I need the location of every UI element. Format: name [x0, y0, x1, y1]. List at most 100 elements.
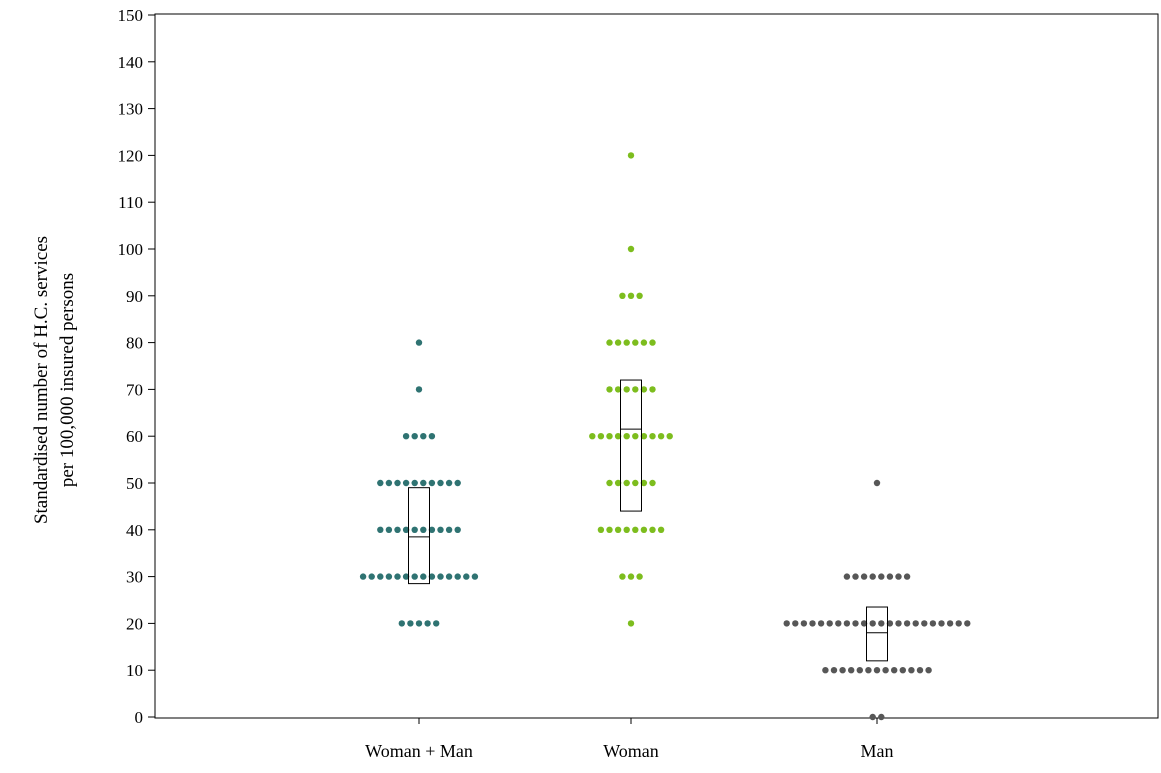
data-point: [925, 667, 932, 674]
data-point: [606, 433, 613, 440]
plot-border: [154, 13, 1159, 719]
data-point: [627, 152, 635, 159]
data-point: [826, 620, 833, 627]
data-point: [895, 573, 902, 580]
y-tick-label: 140: [118, 53, 144, 72]
data-point: [886, 620, 894, 627]
y-tick-label: 60: [126, 427, 143, 446]
data-point: [428, 573, 436, 580]
data-point: [445, 479, 453, 487]
x-tick-label: Man: [861, 741, 894, 761]
data-point: [640, 479, 648, 487]
data-point: [606, 526, 613, 533]
data-point: [921, 620, 928, 627]
data-point: [839, 667, 846, 674]
y-tick-label: 80: [126, 334, 143, 353]
data-point: [411, 479, 418, 487]
data-point: [368, 573, 375, 580]
data-point: [792, 620, 799, 627]
data-point: [454, 479, 461, 487]
y-tick-label: 100: [118, 240, 144, 259]
data-point: [895, 620, 902, 627]
y-tick-label: 10: [126, 661, 143, 680]
data-point: [437, 573, 444, 580]
data-point: [938, 620, 945, 627]
data-point: [878, 573, 885, 580]
data-point: [437, 479, 444, 487]
data-point: [606, 479, 613, 487]
data-point: [878, 713, 885, 721]
data-point: [852, 620, 859, 627]
y-axis-title-line-1: Standardised number of H.C. services: [31, 236, 52, 524]
data-point: [614, 339, 622, 346]
data-point: [415, 339, 423, 346]
data-point: [627, 573, 635, 580]
box-0: [408, 487, 430, 585]
data-point: [454, 573, 461, 580]
data-point: [649, 386, 656, 393]
data-point: [606, 386, 613, 393]
data-point: [402, 433, 410, 440]
data-point: [619, 573, 626, 580]
y-tick-label: 120: [118, 146, 144, 165]
data-point: [908, 667, 915, 674]
data-point: [869, 573, 876, 580]
data-point: [420, 526, 427, 533]
data-point: [657, 526, 665, 533]
box-plots: [408, 379, 888, 662]
data-point: [946, 620, 954, 627]
x-axis: Woman + Man Woman Man: [365, 718, 894, 761]
data-point: [916, 667, 924, 674]
data-point: [929, 620, 937, 627]
data-point: [817, 620, 825, 627]
series-1-points: [589, 152, 673, 627]
data-point: [891, 667, 898, 674]
y-tick-label: 70: [126, 380, 143, 399]
data-point: [463, 573, 470, 580]
data-point: [848, 667, 855, 674]
data-point: [632, 339, 639, 346]
data-point: [627, 292, 635, 299]
data-point: [402, 526, 410, 533]
data-point: [394, 573, 401, 580]
data-point: [843, 573, 851, 580]
data-point: [955, 620, 962, 627]
data-point: [886, 573, 894, 580]
data-point: [407, 620, 414, 627]
data-point: [882, 667, 889, 674]
data-point: [865, 667, 872, 674]
data-point: [830, 667, 838, 674]
data-point: [394, 479, 401, 487]
data-point: [385, 526, 393, 533]
data-point: [856, 667, 863, 674]
data-point: [411, 573, 418, 580]
y-axis-title-line-2: per 100,000 insured persons: [57, 273, 78, 487]
data-point: [614, 386, 622, 393]
x-tick-label: Woman: [603, 741, 659, 761]
y-tick-label: 110: [118, 193, 143, 212]
series-0-points: [359, 339, 479, 627]
data-point: [636, 573, 643, 580]
data-point: [860, 573, 868, 580]
data-point: [359, 573, 367, 580]
data-point: [869, 620, 876, 627]
data-point: [385, 573, 393, 580]
data-point: [809, 620, 816, 627]
data-point: [445, 526, 453, 533]
data-point: [649, 339, 656, 346]
data-point: [783, 620, 790, 627]
y-tick-label: 30: [126, 568, 143, 587]
data-point: [632, 526, 639, 533]
data-point: [640, 433, 648, 440]
data-point: [869, 713, 876, 721]
data-point: [415, 386, 423, 393]
box-1: [620, 379, 642, 512]
data-point: [640, 526, 648, 533]
data-point: [627, 620, 635, 627]
data-point: [640, 386, 648, 393]
data-point: [377, 526, 384, 533]
data-point: [899, 667, 906, 674]
plot-area: [154, 13, 1159, 719]
